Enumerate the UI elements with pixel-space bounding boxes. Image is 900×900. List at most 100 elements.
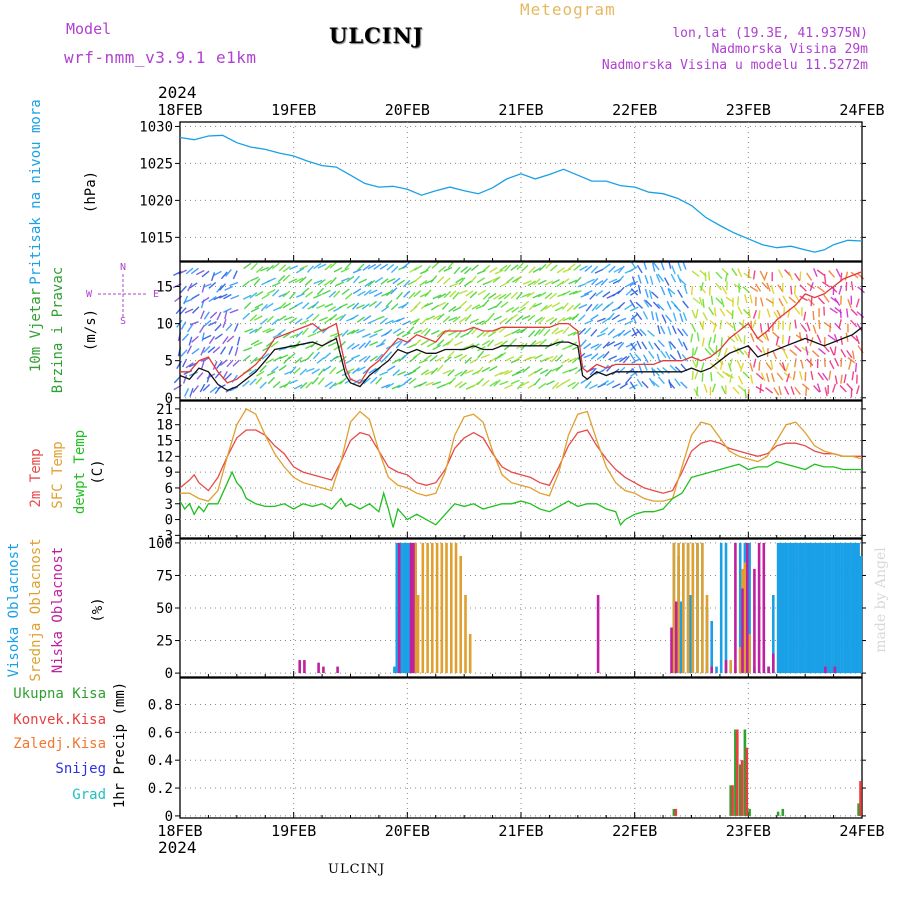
wind-arrow: [521, 264, 529, 272]
temp-unit: (C): [90, 459, 106, 484]
wind-arrow: [596, 353, 605, 361]
wind-arrow: [375, 315, 385, 321]
wind-arrow: [482, 299, 490, 307]
wind-arrow: [225, 323, 233, 332]
wind-arrow: [595, 290, 604, 297]
wind-arrow: [236, 336, 241, 346]
wind-arrow: [725, 372, 734, 379]
bar: [336, 666, 339, 674]
wind-arrow: [482, 264, 491, 272]
wind-arrow: [567, 381, 576, 388]
bar: [407, 542, 410, 674]
wind-arrow: [464, 369, 474, 375]
wind-arrow: [289, 333, 299, 339]
bar: [670, 627, 673, 674]
wind-arrow: [651, 291, 659, 299]
wind-arrow: [737, 333, 743, 343]
wind-arrow: [379, 263, 389, 270]
wind-arrow: [655, 273, 661, 283]
bar: [729, 660, 732, 674]
wind-arrow: [758, 310, 761, 320]
wind-arrow: [392, 340, 402, 346]
wind-arrow: [651, 311, 655, 321]
wind-arrow: [373, 291, 383, 298]
wind-arrow: [562, 290, 571, 296]
wind-arrow: [311, 368, 320, 375]
bar: [322, 666, 325, 674]
wind-arrow: [392, 327, 402, 334]
wind-arrow: [481, 366, 491, 373]
wind-arrow: [437, 301, 447, 308]
x-tick-label-top: 22FEB: [612, 101, 657, 119]
altitude-info: Nadmorska Visina 29m: [711, 42, 868, 57]
wind-arrow: [270, 340, 279, 348]
wind-arrow: [214, 370, 222, 379]
bar: [719, 542, 723, 674]
bar: [397, 542, 401, 674]
wind-arrow: [344, 262, 352, 270]
wind-arrow: [493, 315, 503, 321]
wind-arrow: [679, 313, 684, 323]
wind-arrow: [811, 350, 820, 358]
bar: [450, 542, 453, 674]
wind-arrow: [672, 312, 677, 322]
wind-arrow: [266, 370, 276, 377]
wind-arrow: [572, 330, 582, 336]
bar: [753, 568, 756, 674]
wind-arrow: [425, 381, 435, 387]
wind-arrow: [855, 298, 860, 308]
wind-arrow: [710, 295, 714, 305]
wind-arrow: [602, 263, 611, 270]
wind-arrow: [407, 279, 417, 286]
wind-arrow: [324, 263, 333, 271]
wind-arrow: [656, 353, 661, 363]
bar: [426, 542, 429, 674]
wind-arrow: [218, 283, 227, 291]
wind-unit: (m/s): [83, 309, 99, 351]
wind-arrow: [249, 378, 257, 386]
wind-arrow: [341, 329, 349, 337]
wind-arrow: [358, 278, 368, 284]
wind-arrow: [515, 368, 525, 375]
bar: [812, 542, 815, 674]
wind-arrow: [577, 282, 587, 288]
bar: [729, 785, 732, 816]
wind-arrow: [339, 377, 347, 385]
wind-arrow: [195, 269, 205, 276]
wind-arrow: [732, 386, 740, 395]
wind-arrow: [624, 304, 633, 311]
y-tick-label: 21: [156, 402, 173, 418]
wind-arrow: [396, 330, 405, 337]
wind-arrow: [840, 335, 843, 345]
wind-arrow: [835, 268, 842, 278]
wind-arrow: [617, 342, 625, 350]
wind-arrow: [763, 271, 768, 281]
wind-arrow: [481, 353, 490, 359]
wind-arrow: [289, 379, 298, 385]
wind-arrow: [571, 313, 580, 321]
wind-arrow: [488, 292, 497, 300]
wind-arrow: [386, 263, 395, 271]
bar: [767, 666, 770, 674]
panel-cloud: 0 25 50 75 100: [148, 536, 866, 682]
wind-arrow: [310, 340, 319, 348]
wind-arrow: [715, 271, 723, 280]
wind-arrow: [670, 273, 677, 283]
bar: [821, 542, 825, 674]
wind-arrow: [567, 357, 577, 363]
wind-arrow: [631, 276, 636, 286]
bar: [402, 542, 406, 674]
wind-arrow: [229, 386, 239, 392]
bar: [710, 666, 713, 674]
wind-arrow: [313, 279, 323, 285]
wind-arrow: [437, 293, 447, 299]
wind-arrow: [498, 293, 507, 300]
wind-arrow: [556, 267, 565, 274]
wind-arrow: [766, 308, 771, 318]
wind-arrow: [249, 328, 258, 335]
wind-arrow: [850, 319, 858, 328]
wind-arrow: [653, 262, 660, 271]
wind-arrow: [226, 359, 234, 368]
wind-arrow: [691, 370, 694, 380]
wind-arrow: [812, 310, 815, 321]
